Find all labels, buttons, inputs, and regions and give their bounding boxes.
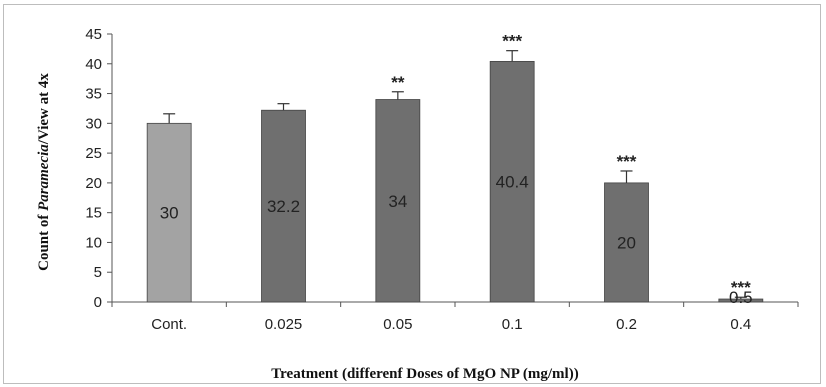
data-label: 34 [388, 192, 407, 211]
data-label: 30 [160, 204, 179, 223]
significance-marker: *** [502, 32, 522, 51]
bar [604, 182, 649, 303]
y-tick-label: 20 [85, 175, 102, 192]
significance-marker: *** [731, 278, 751, 297]
bar [146, 122, 192, 303]
y-tick-label: 40 [85, 56, 102, 73]
y-tick-label: 10 [85, 234, 102, 251]
y-tick-label: 5 [94, 264, 102, 281]
y-tick-label: 45 [85, 26, 102, 43]
y-tick-label: 30 [85, 115, 102, 132]
x-tick-label: 0.05 [383, 316, 412, 333]
data-label: 0.5 [729, 288, 753, 307]
x-tick-label: 0.1 [502, 316, 523, 333]
x-tick-label: 0.2 [616, 316, 637, 333]
bars: 30 32.2 34**40.4***20***0.5*** [146, 32, 764, 307]
significance-marker: ** [391, 73, 405, 92]
significance-marker: *** [617, 152, 637, 171]
x-tick-label: 0.025 [265, 316, 303, 333]
y-axis-label: Count of Paramecia/View at 4x [36, 73, 52, 271]
data-label: 20 [617, 233, 636, 252]
x-tick-label: 0.4 [730, 316, 751, 333]
bar [375, 99, 421, 303]
y-axis: 0 5 10 15 20 25 30 35 40 45 [85, 26, 113, 311]
x-axis: Cont. 0.025 0.05 0.1 0.2 0.4 [111, 301, 799, 333]
bar [489, 60, 535, 303]
y-tick-label: 25 [85, 145, 102, 162]
y-tick-label: 0 [94, 294, 102, 311]
data-label: 40.4 [496, 173, 529, 192]
data-label: 32.2 [267, 197, 300, 216]
x-tick-label: Cont. [151, 316, 187, 333]
y-tick-label: 15 [85, 205, 102, 222]
y-tick-label: 35 [85, 86, 102, 103]
x-axis-label: Treatment (differenf Doses of MgO NP (mg… [271, 366, 578, 382]
